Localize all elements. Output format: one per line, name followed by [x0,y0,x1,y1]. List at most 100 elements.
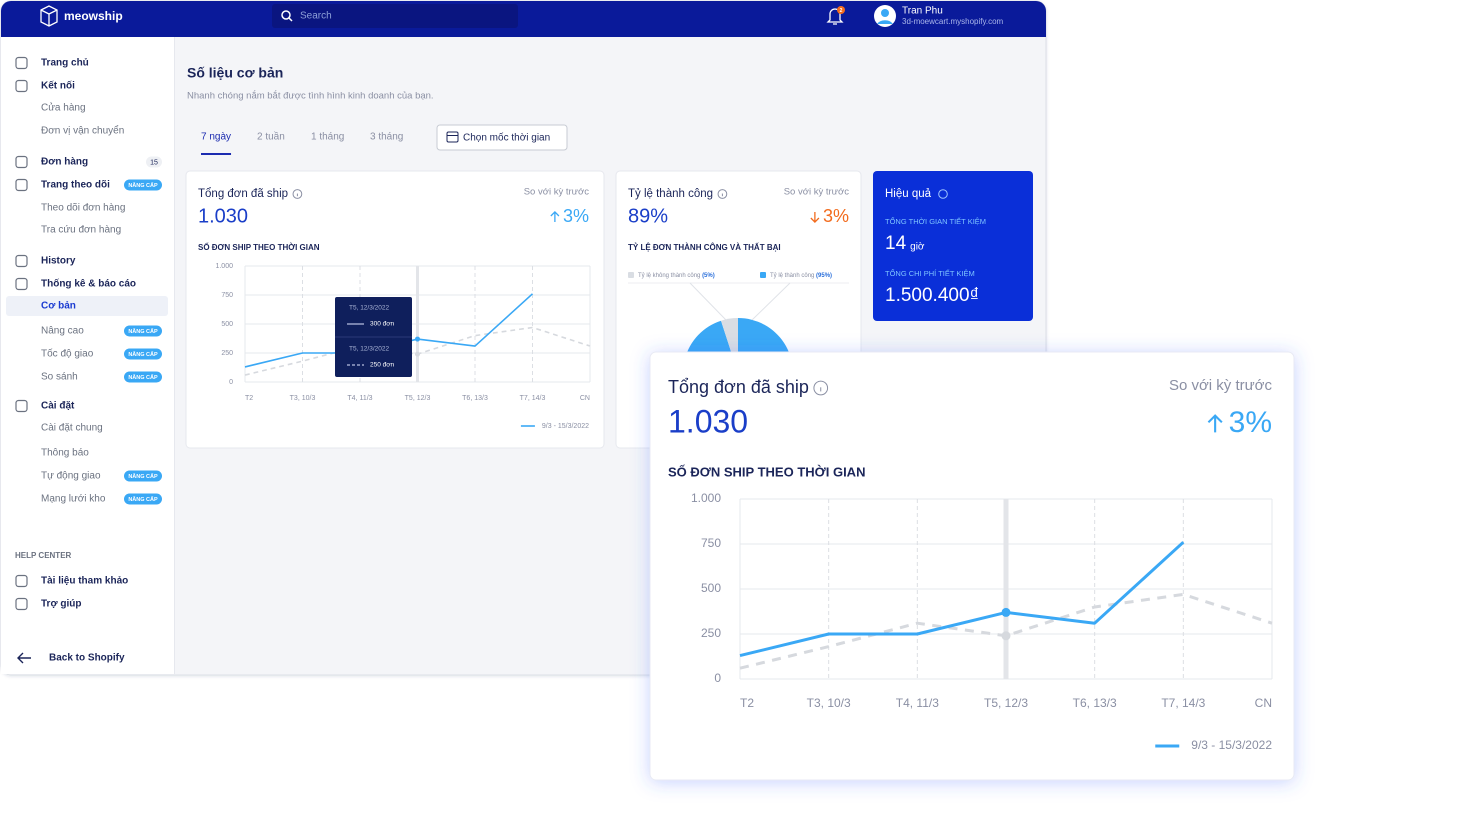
menu-item[interactable]: Kết nối [41,80,75,92]
submenu-item[interactable]: Cửa hàng [41,102,86,114]
x-tick-label: CN [1255,696,1272,710]
legend-swatch [628,272,634,278]
x-tick-label: T2 [740,696,754,710]
x-tick-label: T3, 10/3 [807,696,851,710]
legend-label: 9/3 - 15/3/2022 [542,423,589,430]
kpi-change: 3% [823,206,849,226]
topbar [1,1,1046,37]
x-tick-label: T6, 13/3 [462,395,488,402]
user-store: 3d-moewcart.myshopify.com [902,17,1004,26]
avatar-head [881,9,889,17]
notification-count: 2 [840,8,843,14]
user-name: Tran Phu [902,6,943,17]
submenu-item[interactable]: Tự động giao [41,471,101,482]
submenu-item[interactable]: Mạng lưới kho [41,494,106,505]
menu-icon [15,597,28,611]
upgrade-badge-text: NÂNG CẤP [128,374,158,381]
efficiency-title: Hiệu quả [885,188,932,200]
upgrade-badge-text: NÂNG CẤP [128,328,158,335]
page-title: Số liệu cơ bản [187,65,283,81]
metric-label: TỔNG CHI PHÍ TIẾT KIỆM [885,268,975,278]
kpi-value: 1.030 [668,403,748,439]
menu-icon [15,399,28,413]
submenu-item[interactable]: Cài đặt chung [41,423,103,434]
submenu-item[interactable]: Tốc độ giao [41,348,94,360]
search-box[interactable] [272,4,518,28]
y-tick-label: 0 [714,671,721,685]
submenu-item[interactable]: Theo dõi đơn hàng [41,203,125,214]
submenu-item[interactable]: Đơn vị vận chuyển [41,125,124,137]
y-tick-label: 1.000 [691,491,721,505]
active-highlight [6,296,168,316]
menu-icon [15,574,28,588]
menu-icon [15,254,28,268]
menu-item[interactable]: Trang theo dõi [41,180,110,191]
menu-item[interactable]: Trang chủ [41,58,89,69]
legend-value: (5%) [702,273,715,279]
tab[interactable]: 7 ngày [201,132,231,143]
zoom-card [649,351,1295,781]
metric-unit: giờ [910,242,925,253]
x-tick-label: CN [580,395,590,402]
date-button-text[interactable]: Chọn mốc thời gian [463,132,550,144]
hover-dot [1001,631,1011,641]
tab[interactable]: 2 tuần [257,131,285,143]
y-tick-label: 1.000 [215,263,233,270]
y-tick-label: 250 [221,350,233,357]
x-tick-label: T4, 11/3 [347,395,372,402]
card-efficiency [873,171,1033,321]
y-tick-label: 0 [229,379,233,386]
submenu-item[interactable]: Nâng cao [41,326,84,337]
logo: meowship [64,9,123,23]
metric-value: 14 [885,233,907,254]
avatar-body [877,20,893,24]
menu-item[interactable]: Đơn hàng [41,157,88,168]
y-tick-label: 750 [701,536,721,550]
kpi-value: 89% [628,205,668,227]
hover-dot [415,351,420,357]
submenu-item[interactable]: Thông báo [41,448,89,459]
leader-line [689,282,791,321]
upgrade-badge [124,470,162,482]
tab[interactable]: 3 tháng [370,132,403,143]
back-link[interactable]: Back to Shopify [49,653,125,664]
chart-title: SỐ ĐƠN SHIP THEO THỜI GIAN [198,242,320,252]
legend-category: Tỷ lệ không thành công [638,272,700,279]
help-item[interactable]: Trợ giúp [41,599,81,610]
submenu-item[interactable]: So sánh [41,372,78,383]
kpi-title: Tổng đơn đã ship [668,377,809,397]
submenu-item[interactable]: Cơ bản [41,301,76,312]
series-line [739,541,1185,658]
search-placeholder[interactable]: Search [300,11,332,22]
arrow-up [1207,414,1223,433]
legend-category: Tỷ lệ thành công [770,272,814,279]
help-item[interactable]: Tài liệu tham khảo [41,576,128,587]
kpi-compare-label: So với kỳ trước [524,187,590,198]
menu-icon [15,277,28,291]
y-tick-label: 750 [221,292,233,299]
info-icon [813,380,829,396]
date-button[interactable] [436,124,568,151]
kpi-change: 3% [563,206,589,226]
tooltip-value: 250 đơn [370,362,395,369]
legend-label: Tỷ lệ không thành công (5%) [638,272,715,279]
tooltip-title: T5, 12/3/2022 [349,346,389,353]
hover-dot [1001,607,1011,617]
upgrade-badge-text: NÂNG CẤP [128,473,158,480]
menu-item[interactable]: Thống kê & báo cáo [41,278,136,290]
x-tick-label: T3, 10/3 [290,395,316,402]
help-title: HELP CENTER [15,551,72,560]
tooltip-title: T5, 12/3/2022 [349,305,389,312]
count-badge [146,156,162,168]
menu-item[interactable]: Cài đặt [41,401,75,412]
kpi-title: Tổng đơn đã ship [198,188,288,200]
search-icon [288,17,293,22]
tooltip-value: 300 đơn [370,321,395,328]
x-tick-label: T5, 12/3 [405,395,431,402]
submenu-item[interactable]: Tra cứu đơn hàng [41,225,121,236]
menu-item[interactable]: History [41,256,76,267]
tab[interactable]: 1 tháng [311,132,344,143]
upgrade-badge [124,348,162,360]
upgrade-badge-text: NÂNG CẤP [128,182,158,189]
hover-dot [415,336,420,342]
